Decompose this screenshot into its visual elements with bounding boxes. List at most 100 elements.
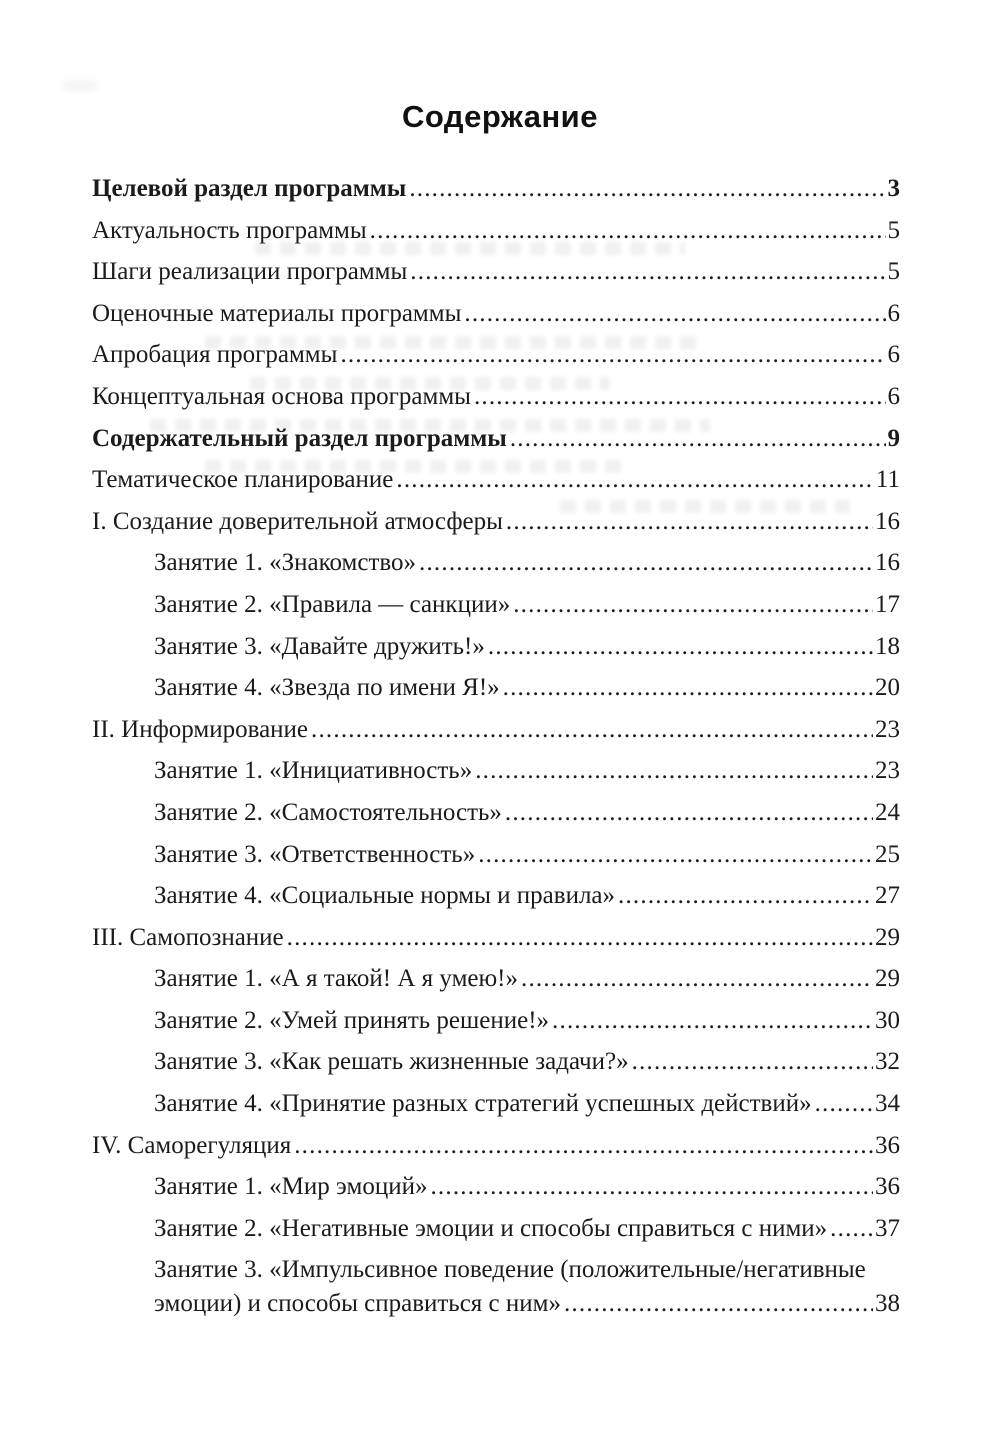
dot-leader [311,709,873,751]
dot-leader [287,917,873,959]
toc-page-number: 6 [887,382,901,410]
toc-list: Целевой раздел программы 3 Актуальность пр… [92,168,900,1320]
dot-leader [830,1208,873,1250]
toc-page-number: 30 [875,1006,900,1034]
toc-entry-label: эмоции) и способы справиться с ним» [154,1289,561,1317]
toc-entry-label: Шаги реализации программы [92,258,408,286]
toc-entry-label: Актуальность программы [92,216,367,244]
dot-leader [474,376,886,418]
dot-leader [513,584,873,626]
toc-entry: II. Информирование 23 [92,709,900,751]
toc-page-number: 34 [875,1090,900,1118]
toc-entry: Содержательный раздел программы 9 [92,418,900,460]
toc-page-number: 11 [875,466,900,494]
toc-page-number: 3 [887,175,901,202]
toc-page-number: 29 [875,923,900,951]
toc-entry: III. Самопознание 29 [92,917,900,959]
dot-leader [815,1083,873,1125]
toc-entry-label: IV. Саморегуляция [92,1131,292,1159]
toc-entry-label: III. Самопознание [92,923,284,951]
toc-page-number: 17 [875,590,900,618]
toc-page-number: 5 [887,216,901,244]
dot-leader [294,1125,873,1167]
dot-leader [510,418,886,460]
toc-entry-label: Занятие 4. «Звезда по имени Я!» [154,674,500,702]
dot-leader [632,1041,873,1083]
toc-entry: Занятие 2. «Самостоятельность» 24 [92,792,900,834]
toc-entry-label: Оценочные материалы программы [92,299,462,327]
dot-leader [552,1000,873,1042]
toc-entry-label: Занятие 1. «Инициативность» [154,757,473,785]
toc-entry-label: Занятие 3. «Ответственность» [154,840,476,868]
toc-page-number: 18 [875,632,900,660]
dot-leader [503,667,873,709]
page-title: Содержание [402,99,598,134]
dot-leader [618,875,873,917]
toc-entry: Занятие 3. «Импульсивное поведение (поло… [92,1253,900,1320]
toc-page-number: 6 [887,299,901,327]
toc-entry-label: Занятие 1. «Мир эмоций» [154,1173,428,1201]
toc-entry-label: I. Создание доверительной атмосферы [92,507,503,535]
toc-entry-label: Концептуальная основа программы [92,382,471,410]
toc-entry-label: Занятие 2. «Негативные эмоции и способы … [154,1214,828,1242]
toc-entry-label: Занятие 4. «Социальные нормы и правила» [154,882,616,910]
toc-page-number: 20 [875,674,900,702]
toc-page-number: 16 [875,507,900,535]
toc-page-number: 27 [875,882,900,910]
dot-leader [419,542,873,584]
toc-entry: Шаги реализации программы 5 [92,251,900,293]
toc-entry: Занятие 1. «Инициативность» 23 [92,750,900,792]
dot-leader [396,459,874,501]
toc-entry: Целевой раздел программы 3 [92,168,900,210]
toc-entry-label: Занятие 1. «А я такой! А я умею!» [154,965,519,993]
toc-entry: Концептуальная основа программы 6 [92,376,900,418]
toc-page-number: 23 [875,715,900,743]
dot-leader [370,210,886,252]
toc-entry: Занятие 3. «Ответственность» 25 [92,834,900,876]
toc-page-number: 9 [887,424,901,452]
toc-entry: Оценочные материалы программы 6 [92,293,900,335]
toc-page-number: 16 [875,549,900,577]
toc-entry-label: Апробация программы [92,341,338,369]
toc-page-number: 24 [875,798,900,826]
toc-page-number: 36 [875,1131,900,1159]
toc-entry: Тематическое планирование 11 [92,459,900,501]
toc-entry: Занятие 3. «Давайте дружить!» 18 [92,626,900,668]
toc-page-number: 6 [887,341,901,369]
dot-leader [475,750,873,792]
dot-leader [464,293,885,335]
dot-leader [410,251,885,293]
toc-page-number: 32 [875,1048,900,1076]
toc-page-number: 36 [875,1173,900,1201]
dot-leader [409,168,885,210]
toc-entry-label: Целевой раздел программы [92,175,407,202]
dot-leader [340,334,885,376]
dot-leader [506,501,873,543]
dot-leader [488,626,873,668]
dot-leader [564,1287,873,1321]
toc-entry-label: Занятие 3. «Как решать жизненные задачи?… [154,1048,629,1076]
toc-entry-label: Содержательный раздел программы [92,424,507,452]
toc-page-number: 29 [875,965,900,993]
toc-page-number: 38 [875,1289,900,1317]
toc-entry: Занятие 1. «Знакомство» 16 [92,542,900,584]
toc-entry: Занятие 4. «Принятие разных стратегий ус… [92,1083,900,1125]
toc-entry: IV. Саморегуляция 36 [92,1125,900,1167]
toc-entry: Занятие 1. «А я такой! А я умею!» 29 [92,958,900,1000]
toc-entry-label: Занятие 2. «Правила — санкции» [154,590,511,618]
toc-entry-label: Тематическое планирование [92,466,394,494]
toc-entry-continuation: эмоции) и способы справиться с ним» 38 [154,1287,900,1321]
toc-entry: Занятие 4. «Звезда по имени Я!» 20 [92,667,900,709]
toc-entry: Актуальность программы 5 [92,210,900,252]
toc-entry: Занятие 2. «Негативные эмоции и способы … [92,1208,900,1250]
toc-entry: Занятие 1. «Мир эмоций» 36 [92,1166,900,1208]
toc-page-number: 5 [887,258,901,286]
toc-entry: Апробация программы 6 [92,334,900,376]
dot-leader [505,792,873,834]
toc-entry-label: II. Информирование [92,715,309,743]
dot-leader [478,834,873,876]
toc-entry-label: Занятие 3. «Импульсивное поведение (поло… [154,1256,866,1284]
toc-entry-label: Занятие 2. «Умей принять решение!» [154,1006,550,1034]
toc-entry: Занятие 4. «Социальные нормы и правила» 2… [92,875,900,917]
